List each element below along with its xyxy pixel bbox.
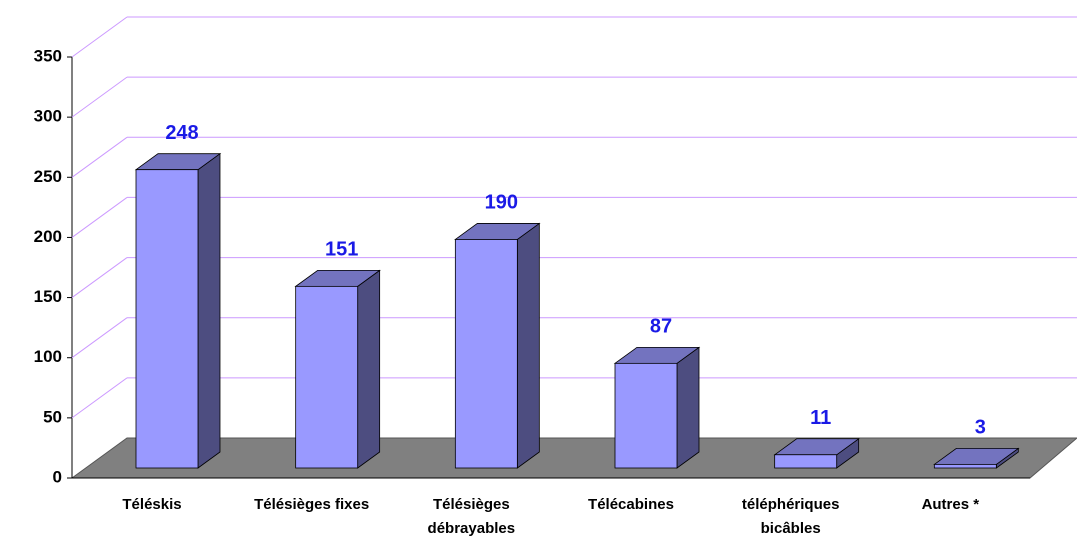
grid-diagonal [71, 76, 128, 118]
y-tick-label: 50 [43, 407, 62, 426]
bar [933, 463, 997, 469]
bar-side [516, 222, 540, 469]
y-tick-label: 100 [34, 347, 62, 366]
grid-diagonal [71, 136, 128, 178]
grid-diagonal [71, 16, 128, 58]
y-tick-label: 350 [34, 46, 62, 65]
data-label: 11 [810, 407, 831, 429]
x-tick-label: Téléskis [122, 496, 182, 513]
x-tick-label: téléphériques bicâbles [741, 496, 840, 537]
y-tick-label: 300 [34, 107, 62, 126]
y-tick-label: 250 [34, 167, 62, 186]
y-tick-label: 0 [53, 467, 62, 486]
bar-side [676, 346, 700, 469]
data-label: 248 [165, 122, 198, 144]
y-tick-label: 150 [34, 287, 62, 306]
y-tick-label: 200 [34, 227, 62, 246]
grid-diagonal [71, 197, 128, 238]
bar-side [197, 152, 221, 469]
bar-side [357, 269, 381, 469]
grid-diagonal [71, 317, 128, 359]
x-tick-label: Télésièges débrayables [427, 496, 516, 537]
x-tick-label: Télécabines [588, 496, 674, 513]
data-label: 151 [325, 239, 358, 261]
bar [774, 454, 838, 469]
bar [614, 362, 678, 469]
bar [454, 239, 518, 469]
data-label: 3 [975, 417, 986, 439]
bar [295, 285, 359, 469]
x-tick-label: Télésièges fixes [254, 496, 370, 513]
floor [70, 437, 1077, 479]
grid-diagonal [71, 257, 128, 298]
data-label: 190 [485, 192, 518, 214]
data-label: 87 [650, 316, 672, 338]
bar [135, 169, 199, 469]
grid-diagonal [71, 377, 128, 419]
x-tick-label: Autres * [921, 496, 980, 513]
